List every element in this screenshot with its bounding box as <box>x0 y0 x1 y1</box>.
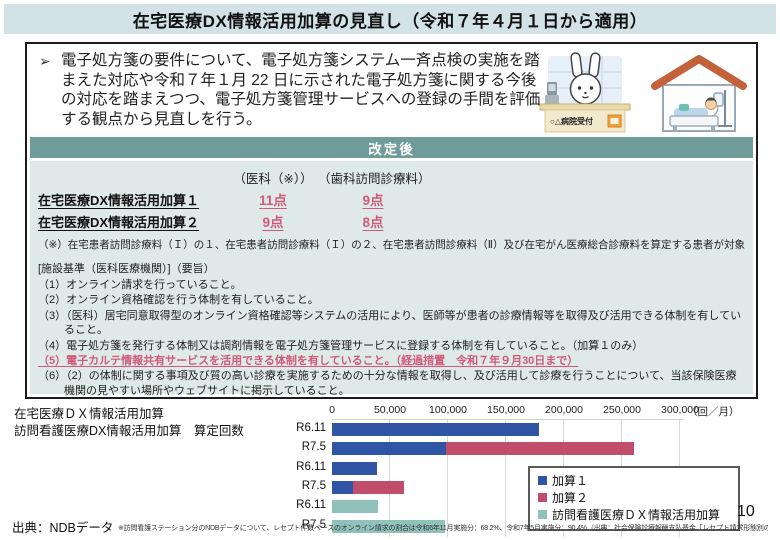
bar-segment <box>332 461 378 475</box>
intro-paragraph: ➢ 電子処方箋の要件について、電子処方箋システム一斉点検の実施を踏まえた対応や令… <box>37 51 541 129</box>
points-table: （医科（※）） （歯科訪問診療料） 在宅医療DX情報活用加算１ 11点 9点 在宅医療D… <box>38 166 745 232</box>
axis-tick: 0 <box>329 404 335 416</box>
legend-item: 訪問看護医療ＤＸ情報活用加算 <box>538 506 730 523</box>
legend-label: 訪問看護医療ＤＸ情報活用加算 <box>552 508 721 522</box>
chart-legend: 加算１ 加算２ 訪問看護医療ＤＸ情報活用加算 <box>528 466 740 531</box>
bar-segment <box>332 442 446 456</box>
source-label: 出典：NDBデータ <box>12 521 114 535</box>
legend-item: 加算１ <box>538 472 730 489</box>
axis-tick: 250,000 <box>603 404 641 416</box>
intro-text: 電子処方箋の要件について、電子処方箋システム一斉点検の実施を踏まえた対応や令和７… <box>61 52 541 128</box>
criteria-item: （5）電子カルテ情報共有サービスを活用できる体制を有していること。（経過措置 令… <box>38 355 579 368</box>
legend-label: 加算１ <box>552 474 589 488</box>
category-label: R7.5 <box>301 518 326 531</box>
criteria-item: （2）オンライン資格確認を行う体制を有していること。 <box>38 294 319 307</box>
legend-marker <box>538 510 547 519</box>
legend-marker <box>538 476 547 485</box>
bar-row <box>332 480 404 494</box>
title-banner: 在宅医療DX情報活用加算の見直し（令和７年４月１日から適用） <box>4 4 776 34</box>
category-label: R6.11 <box>296 460 326 473</box>
bar-segment <box>332 480 353 494</box>
reception-desk-icon: ○△病院受付 <box>539 103 631 133</box>
bar-segment <box>332 519 445 533</box>
table-row: 在宅医療DX情報活用加算１ 11点 9点 <box>38 188 745 210</box>
revision-panel: （医科（※）） （歯科訪問診療料） 在宅医療DX情報活用加算１ 11点 9点 在宅医療D… <box>30 161 753 397</box>
legend-label: 加算２ <box>552 491 589 505</box>
column-header: （医科（※）） <box>233 171 313 186</box>
bar-row <box>332 442 634 456</box>
hospital-reception-illustration: ○△病院受付 <box>539 52 631 133</box>
category-label: R7.5 <box>301 441 326 454</box>
reception-sign-label: ○△病院受付 <box>550 116 593 126</box>
bar-row <box>332 500 379 514</box>
row-label: 在宅医療DX情報活用加算２ <box>38 214 200 230</box>
main-content-box: ➢ 電子処方箋の要件について、電子処方箋システム一斉点検の実施を踏まえた対応や令… <box>25 42 758 399</box>
revision-header: 改定後 <box>30 137 753 158</box>
card-reader-icon <box>545 82 559 104</box>
points-value: 9点 <box>262 215 284 230</box>
category-label: R6.11 <box>296 499 326 512</box>
row-label: 在宅医療DX情報活用加算１ <box>38 192 200 208</box>
chart-title-line1: 在宅医療ＤＸ情報活用加算 <box>14 407 165 421</box>
points-table-header: （医科（※）） （歯科訪問診療料） <box>38 166 745 188</box>
page-number: 10 <box>737 503 755 520</box>
points-value: 9点 <box>362 193 384 208</box>
rabbit-receptionist-icon <box>569 52 602 105</box>
fine-print-note: ※訪問看護ステーション分のNDBデータについて、レセプト件数ベースのオンライン請… <box>118 525 768 532</box>
chart-title: 在宅医療ＤＸ情報活用加算 訪問看護医療DX情報活用加算 算定回数 <box>14 406 244 440</box>
criteria-list: （1）オンライン請求を行っていること。 （2）オンライン資格確認を行う体制を有して… <box>38 278 745 398</box>
criteria-item: （3）（医科）居宅同意取得型のオンライン資格確認等システムの活用により、医師等が… <box>38 309 742 337</box>
points-value: 8点 <box>362 215 384 230</box>
axis-unit-label: （回／月） <box>687 406 740 418</box>
points-table-rows: 在宅医療DX情報活用加算１ 11点 9点 在宅医療DX情報活用加算２ 9点 8点 <box>38 188 745 232</box>
asterisk-note: （※）在宅患者訪問診療料（Ｉ）の１、在宅患者訪問診療料（Ｉ）の２、在宅患者訪問診… <box>38 239 745 251</box>
points-value: 11点 <box>259 193 287 208</box>
axis-tick: 150,000 <box>487 404 525 416</box>
bar-segment <box>332 423 539 436</box>
legend-marker <box>538 493 547 502</box>
criteria-item: （4）電子処方箋を発行する体制又は調剤情報を電子処方箋管理サービスに登録する体制… <box>38 339 644 352</box>
patient-in-bed-icon <box>669 97 719 131</box>
criteria-item: （6）（2）の体制に関する事項及び質の高い診療を実施するための十分な情報を取得し… <box>38 370 737 397</box>
criteria-header: [施設基準（医科医療機関）]（要旨） <box>38 263 215 275</box>
table-row: 在宅医療DX情報活用加算２ 9点 8点 <box>38 210 745 232</box>
page-title: 在宅医療DX情報活用加算の見直し（令和７年４月１日から適用） <box>132 11 648 31</box>
column-header: （歯科訪問診療料） <box>318 171 431 186</box>
home-care-illustration <box>651 55 747 132</box>
chart-title-line2: 訪問看護医療DX情報活用加算 算定回数 <box>14 424 244 438</box>
illustrations: ○△病院受付 <box>536 52 750 136</box>
arrow-bullet-icon: ➢ <box>39 53 51 69</box>
axis-tick: 200,000 <box>545 404 583 416</box>
category-label: R7.5 <box>301 479 326 492</box>
bar-row <box>332 519 445 533</box>
legend-item: 加算２ <box>538 489 730 506</box>
bar-row <box>332 461 378 475</box>
bar-row <box>332 423 539 436</box>
criteria-item: （1）オンライン請求を行っていること。 <box>38 279 242 291</box>
category-label: R6.11 <box>296 422 326 434</box>
bar-segment <box>352 480 404 494</box>
bar-segment <box>332 500 379 514</box>
axis-tick: 300,000 <box>661 404 699 416</box>
axis-tick: 50,000 <box>373 404 407 416</box>
axis-tick: 100,000 <box>429 404 467 416</box>
bar-segment <box>445 442 634 456</box>
bar-chart: 0 50,000 100,000 150,000 200,000 250,000 300,0… <box>288 402 774 538</box>
